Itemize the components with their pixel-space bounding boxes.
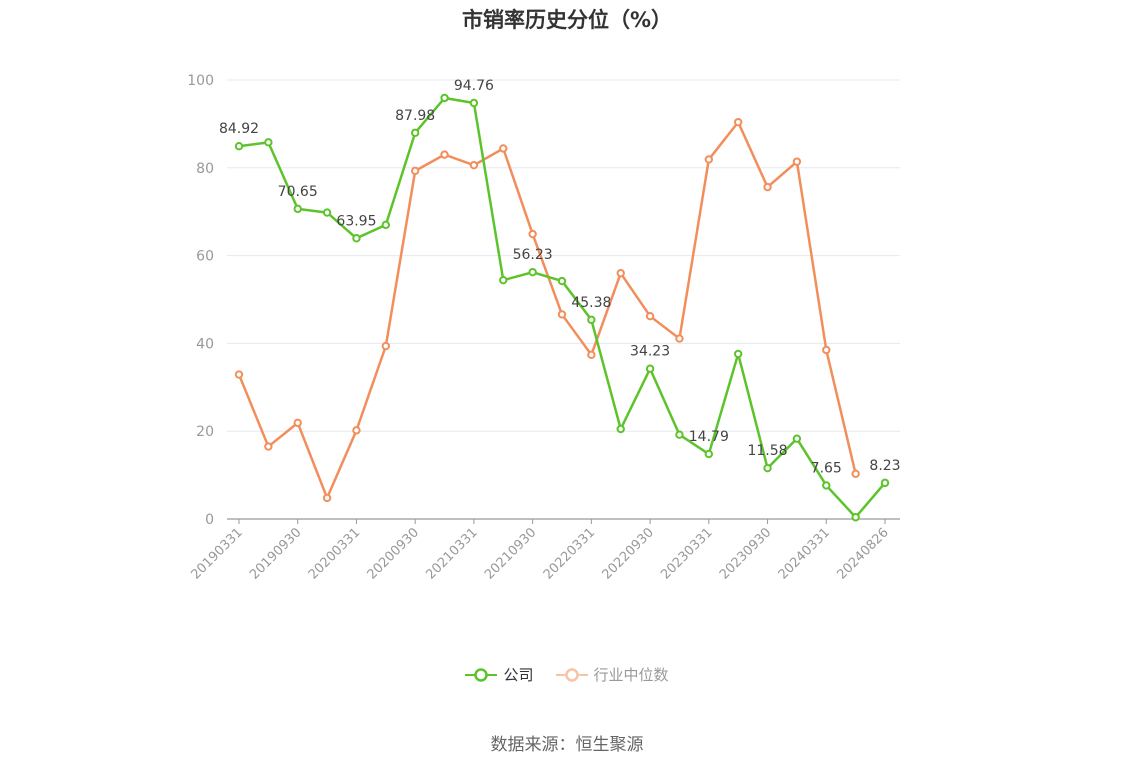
data-point-1 xyxy=(822,345,831,355)
axes: 0 20 40 60 80 100 20190331 20190930 20200331 2020… xyxy=(187,73,900,583)
data-point-1 xyxy=(763,182,772,192)
data-point-0 xyxy=(528,267,537,277)
data-label-company: 87.98 xyxy=(395,108,435,124)
data-point-1 xyxy=(733,117,743,127)
data-point-1 xyxy=(499,144,508,153)
data-labels: 84.92 70.65 63.95 87.98 94.76 56.23 45.38 34.23… xyxy=(219,78,901,476)
y-tick-label: 80 xyxy=(196,161,214,177)
data-point-0 xyxy=(792,434,802,443)
data-point-1 xyxy=(410,166,420,176)
data-point-1 xyxy=(851,469,860,478)
x-tick-label: 20200331 xyxy=(306,525,363,582)
data-point-0 xyxy=(616,424,625,434)
legend-label-company: 公司 xyxy=(503,666,534,684)
data-point-1 xyxy=(264,442,273,451)
data-point-0 xyxy=(587,315,596,324)
data-point-1 xyxy=(675,334,684,343)
data-point-1 xyxy=(528,229,537,239)
data-point-0 xyxy=(322,208,332,217)
data-point-1 xyxy=(322,493,332,503)
data-point-1 xyxy=(352,426,361,435)
data-point-0 xyxy=(264,138,273,147)
x-tick-label: 20240826 xyxy=(834,525,891,582)
data-point-0 xyxy=(440,93,449,103)
data-point-1 xyxy=(792,157,802,166)
data-point-1 xyxy=(234,370,244,379)
data-point-0 xyxy=(733,349,743,359)
data-label-company: 70.65 xyxy=(278,184,318,200)
x-tick-label: 20210331 xyxy=(423,525,480,582)
x-tick-label: 20230930 xyxy=(717,525,774,582)
data-label-company: 34.23 xyxy=(630,344,670,360)
y-tick-label: 0 xyxy=(205,512,214,528)
data-point-0 xyxy=(880,478,890,488)
data-point-1 xyxy=(293,418,302,428)
legend-marker-industry-median xyxy=(555,667,588,682)
series-line-1 xyxy=(237,120,857,500)
chart-title: 市销率历史分位（%） xyxy=(461,8,673,32)
data-point-1 xyxy=(381,341,391,351)
x-tick-label: 20210930 xyxy=(482,525,539,582)
x-tick-label: 20230331 xyxy=(658,525,715,582)
series-line-0 xyxy=(238,96,886,519)
data-point-0 xyxy=(293,204,302,214)
data-label-company: 7.65 xyxy=(811,460,842,476)
legend: 公司 行业中位数 xyxy=(0,664,1134,685)
data-point-0 xyxy=(851,513,860,522)
y-tick-label: 40 xyxy=(196,336,214,352)
data-label-company: 63.95 xyxy=(336,213,376,229)
data-label-company: 45.38 xyxy=(571,295,611,311)
data-point-0 xyxy=(557,276,567,286)
x-tick-label: 20240331 xyxy=(776,525,833,582)
data-point-0 xyxy=(352,234,361,243)
x-tick-label: 20220331 xyxy=(541,525,598,582)
data-point-0 xyxy=(763,463,772,473)
series-lines xyxy=(234,93,890,522)
data-point-0 xyxy=(499,275,508,285)
data-point-1 xyxy=(557,310,567,319)
data-label-company: 8.23 xyxy=(869,458,900,474)
data-point-1 xyxy=(704,155,714,164)
data-point-0 xyxy=(675,430,684,439)
data-label-company: 11.58 xyxy=(747,443,787,459)
data-source: 数据来源：恒生聚源 xyxy=(490,735,644,755)
legend-item-company[interactable]: 公司 xyxy=(465,664,534,685)
y-tick-label: 20 xyxy=(196,424,214,440)
x-tick-label: 20190930 xyxy=(247,525,304,582)
data-point-0 xyxy=(410,128,420,137)
data-point-0 xyxy=(645,364,655,373)
data-point-1 xyxy=(645,311,655,321)
data-point-0 xyxy=(822,481,831,490)
x-tick-label: 20200930 xyxy=(365,525,422,582)
data-point-1 xyxy=(587,350,596,360)
data-label-company: 14.79 xyxy=(689,429,729,445)
data-point-0 xyxy=(381,220,391,230)
x-tick-label: 20190331 xyxy=(188,525,245,582)
y-tick-label: 60 xyxy=(196,249,214,265)
data-point-0 xyxy=(469,98,479,108)
data-point-0 xyxy=(234,142,244,151)
x-tick-label: 20220930 xyxy=(600,525,657,582)
legend-marker-company xyxy=(465,667,498,682)
data-point-0 xyxy=(704,449,714,459)
data-point-1 xyxy=(469,160,479,170)
grid-lines xyxy=(227,79,900,432)
data-label-company: 94.76 xyxy=(454,78,494,94)
data-label-company: 84.92 xyxy=(219,121,259,137)
data-point-1 xyxy=(616,268,625,278)
data-point-1 xyxy=(440,150,449,159)
legend-item-industry-median[interactable]: 行业中位数 xyxy=(555,664,669,685)
data-label-company: 56.23 xyxy=(513,247,553,263)
y-tick-label: 100 xyxy=(187,73,214,89)
legend-label-industry-median: 行业中位数 xyxy=(593,666,669,684)
